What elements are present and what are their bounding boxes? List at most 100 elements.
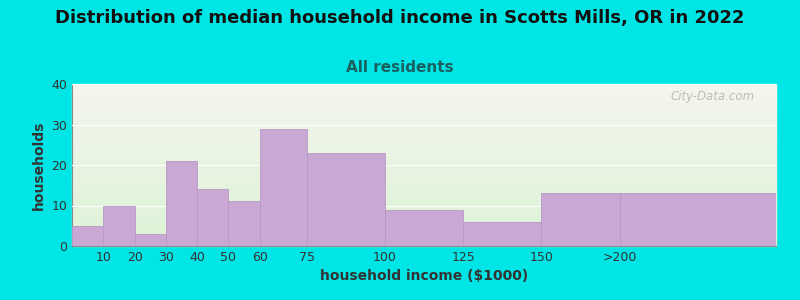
Bar (72, 154, 776, 155)
Bar (72, 120, 776, 121)
Bar (72, 97, 776, 99)
Bar (72, 99, 776, 100)
Bar (72, 196, 776, 197)
Bar (72, 131, 776, 133)
Bar (72, 144, 776, 146)
Bar (72, 172, 776, 173)
Bar (103, 206, 134, 246)
Bar (72, 126, 776, 128)
Bar (72, 113, 776, 115)
Bar (72, 220, 776, 222)
Bar (72, 178, 776, 180)
Bar (463, 222, 542, 246)
Bar (72, 158, 776, 160)
Bar (72, 189, 776, 191)
Bar (72, 162, 776, 164)
Bar (72, 107, 776, 108)
Bar (72, 236, 776, 238)
Bar (72, 214, 776, 215)
Bar (72, 94, 776, 95)
Bar (72, 160, 776, 162)
Bar (306, 153, 385, 246)
Bar (197, 189, 229, 246)
Bar (260, 128, 306, 246)
Bar (72, 136, 776, 137)
X-axis label: household income ($1000): household income ($1000) (320, 269, 528, 284)
Bar (72, 204, 776, 206)
Bar (72, 167, 776, 168)
Bar (229, 202, 260, 246)
Bar (72, 193, 776, 194)
Bar (72, 186, 776, 188)
Bar (72, 201, 776, 202)
Bar (72, 124, 776, 126)
Bar (72, 108, 776, 110)
Bar (72, 168, 776, 170)
Bar (72, 118, 776, 120)
Bar (72, 191, 776, 193)
Bar (72, 116, 776, 118)
Bar (72, 215, 776, 217)
Bar (542, 194, 619, 246)
Bar (72, 129, 776, 131)
Bar (72, 176, 776, 178)
Bar (72, 91, 776, 92)
Text: Distribution of median household income in Scotts Mills, OR in 2022: Distribution of median household income … (55, 9, 745, 27)
Bar (619, 194, 776, 246)
Bar (72, 123, 776, 124)
Bar (72, 226, 103, 246)
Bar (72, 89, 776, 91)
Bar (72, 223, 776, 225)
Bar (72, 209, 776, 210)
Bar (72, 244, 776, 246)
Bar (72, 150, 776, 152)
Bar (72, 175, 776, 176)
Bar (72, 183, 776, 184)
Bar (72, 100, 776, 102)
Bar (72, 164, 776, 165)
Bar (72, 110, 776, 112)
Bar (72, 217, 776, 218)
Bar (72, 212, 776, 214)
Bar (385, 209, 463, 246)
Bar (72, 170, 776, 172)
Bar (72, 181, 776, 183)
Bar (72, 149, 776, 150)
Bar (72, 210, 776, 212)
Bar (72, 228, 776, 230)
Bar (72, 231, 776, 233)
Bar (72, 206, 776, 207)
Bar (72, 194, 776, 196)
Bar (72, 233, 776, 235)
Bar (72, 202, 776, 204)
Bar (72, 235, 776, 236)
Bar (72, 84, 776, 86)
Bar (72, 207, 776, 209)
Bar (72, 152, 776, 154)
Bar (72, 197, 776, 199)
Bar (72, 243, 776, 244)
Bar (72, 133, 776, 134)
Bar (72, 180, 776, 181)
Bar (72, 184, 776, 186)
Bar (72, 225, 776, 226)
Bar (72, 146, 776, 147)
Bar (72, 230, 776, 231)
Bar (72, 134, 776, 136)
Bar (72, 241, 776, 243)
Bar (72, 157, 776, 158)
Bar (72, 137, 776, 139)
Bar (134, 234, 166, 246)
Bar (72, 92, 776, 94)
Bar (72, 142, 776, 144)
Bar (72, 115, 776, 116)
Bar (72, 226, 776, 228)
Text: City-Data.com: City-Data.com (670, 91, 755, 103)
Y-axis label: households: households (32, 120, 46, 210)
Bar (72, 188, 776, 189)
Bar (72, 141, 776, 142)
Bar (72, 128, 776, 129)
Bar (72, 112, 776, 113)
Bar (72, 87, 776, 89)
Bar (72, 121, 776, 123)
